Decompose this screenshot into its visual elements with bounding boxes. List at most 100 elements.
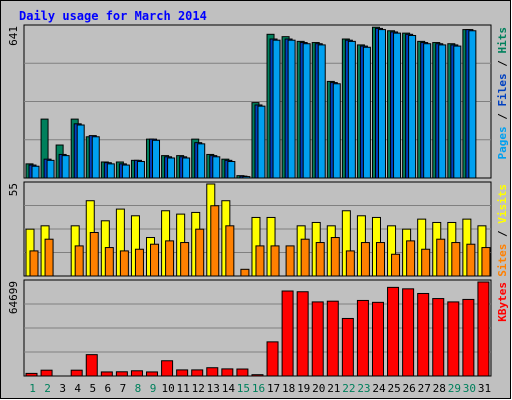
- bar-sites-day-12: [195, 228, 205, 277]
- bar-pages-day-21: [332, 83, 341, 179]
- bar-pages-day-1: [31, 165, 40, 179]
- bar-kbytes-day-1: [25, 372, 38, 377]
- bar-kbytes-day-16: [251, 374, 264, 377]
- bar-kbytes-day-12: [191, 369, 204, 377]
- bar-pages-day-24: [377, 29, 386, 179]
- bar-kbytes-day-20: [311, 301, 324, 377]
- x-tick-label: 8: [135, 382, 142, 395]
- bar-pages-day-19: [302, 43, 311, 179]
- bar-sites-day-26: [406, 240, 416, 277]
- chart-panel-2: 55 Sites / Visits: [7, 181, 509, 277]
- y-axis-max-label: 55: [7, 183, 20, 196]
- bar-kbytes-day-8: [130, 370, 143, 377]
- bar-sites-day-28: [436, 238, 446, 277]
- bar-sites-day-19: [300, 238, 310, 277]
- bar-pages-day-8: [136, 161, 145, 179]
- legend-entry: KBytes: [496, 282, 509, 322]
- x-tick-label: 7: [120, 382, 127, 395]
- bar-sites-day-10: [165, 240, 175, 277]
- bar-sites-day-2: [44, 238, 54, 277]
- x-tick-label: 21: [327, 382, 340, 395]
- bar-kbytes-day-18: [281, 290, 294, 377]
- bar-pages-day-11: [182, 157, 191, 179]
- bar-kbytes-day-24: [371, 301, 384, 377]
- bar-pages-day-15: [242, 176, 251, 179]
- x-tick-label: 10: [161, 382, 174, 395]
- x-tick-label: 30: [463, 382, 476, 395]
- bar-pages-day-7: [121, 164, 130, 179]
- x-tick-label: 5: [89, 382, 96, 395]
- y-axis-max-label: 641: [7, 26, 20, 46]
- bar-sites-day-31: [481, 247, 491, 277]
- bar-sites-day-1: [29, 250, 39, 277]
- y-axis-max-label: 64699: [7, 281, 20, 314]
- x-tick-label: 14: [222, 382, 236, 395]
- bar-kbytes-day-13: [206, 367, 219, 377]
- bar-sites-day-6: [104, 247, 114, 277]
- bar-sites-day-17: [270, 245, 280, 277]
- bar-kbytes-day-14: [221, 368, 234, 377]
- x-axis-labels: 1 2 3 4 5 6 7 8 9 10 11 12 13 14 15 16 17 18 19 20 21 22 23 24 2…: [29, 382, 491, 395]
- bar-sites-day-14: [225, 225, 235, 277]
- bar-pages-day-16: [257, 105, 266, 179]
- bar-sites-day-29: [451, 242, 461, 277]
- bar-kbytes-day-23: [356, 299, 369, 377]
- bar-kbytes-day-19: [296, 291, 309, 377]
- x-tick-label: 11: [177, 382, 190, 395]
- legend-entry: /: [496, 107, 509, 127]
- x-tick-label: 31: [478, 382, 491, 395]
- bar-pages-day-17: [272, 39, 281, 179]
- bar-sites-day-24: [375, 242, 385, 277]
- legend-entry: /: [496, 224, 509, 244]
- bar-kbytes-day-22: [341, 317, 354, 377]
- x-tick-label: 16: [252, 382, 265, 395]
- bar-kbytes-day-21: [326, 300, 339, 377]
- bar-kbytes-day-9: [146, 371, 159, 377]
- x-tick-label: 4: [74, 382, 81, 395]
- chart-title: Daily usage for March 2014: [19, 9, 207, 23]
- bar-kbytes-day-15: [236, 368, 249, 377]
- bar-kbytes-day-4: [70, 369, 83, 377]
- legend-entry: Pages: [496, 126, 509, 159]
- bar-sites-day-16: [255, 245, 265, 277]
- x-tick-label: 28: [433, 382, 446, 395]
- bar-pages-day-28: [438, 44, 447, 179]
- bar-pages-day-3: [61, 155, 70, 179]
- bar-sites-day-25: [391, 253, 401, 277]
- bar-sites-day-23: [360, 242, 370, 277]
- x-tick-label: 29: [448, 382, 461, 395]
- x-tick-label: 3: [59, 382, 66, 395]
- bar-kbytes-day-31: [477, 281, 490, 377]
- series-legend: Pages / Files / Hits: [496, 27, 509, 160]
- bar-pages-day-25: [393, 32, 402, 179]
- bar-sites-day-5: [89, 232, 99, 277]
- x-tick-label: 9: [150, 382, 157, 395]
- bar-pages-day-26: [408, 34, 417, 179]
- x-tick-label: 19: [297, 382, 310, 395]
- x-tick-label: 25: [387, 382, 400, 395]
- bar-pages-day-2: [46, 159, 55, 179]
- bar-kbytes-day-7: [115, 371, 128, 377]
- bar-pages-day-13: [212, 156, 221, 179]
- bar-pages-day-5: [91, 136, 100, 179]
- x-tick-label: 6: [105, 382, 112, 395]
- legend-entry: Visits: [496, 184, 509, 224]
- bar-sites-day-20: [315, 242, 325, 277]
- legend-entry: Hits: [496, 27, 509, 54]
- x-tick-label: 12: [192, 382, 205, 395]
- legend-entry: Files: [496, 73, 509, 106]
- legend-entry: /: [496, 54, 509, 74]
- chart-panel-1: 641 Pages / Files / Hits: [7, 24, 509, 179]
- x-tick-label: 18: [282, 382, 295, 395]
- x-tick-label: 24: [372, 382, 386, 395]
- bar-kbytes-day-30: [462, 298, 475, 377]
- x-tick-label: 23: [357, 382, 370, 395]
- bar-kbytes-day-26: [402, 288, 415, 377]
- bar-sites-day-4: [74, 245, 84, 277]
- x-tick-label: 27: [418, 382, 431, 395]
- bar-pages-day-27: [423, 43, 432, 179]
- bar-kbytes-day-28: [432, 298, 445, 377]
- bar-pages-day-6: [106, 163, 115, 179]
- x-tick-label: 26: [403, 382, 416, 395]
